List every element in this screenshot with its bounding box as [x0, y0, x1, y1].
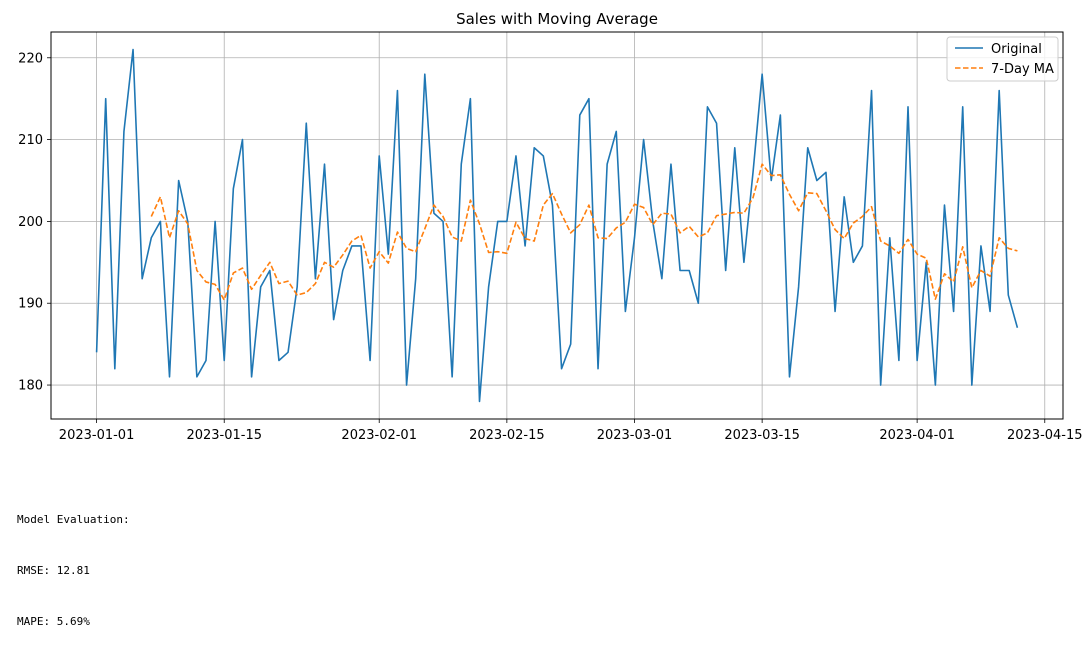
- x-tick-label: 2023-01-15: [186, 428, 262, 443]
- grid-lines: [51, 32, 1063, 419]
- mape-value: MAPE: 5.69%: [17, 615, 90, 628]
- plot-frame: [50, 31, 1064, 420]
- rmse-value: RMSE: 12.81: [17, 564, 90, 577]
- series-layer: [95, 48, 1019, 403]
- model-evaluation: Model Evaluation: RMSE: 12.81 MAPE: 5.69…: [17, 477, 130, 647]
- y-tick-label: 180: [18, 379, 43, 394]
- series-line-original: [95, 48, 1019, 403]
- x-tick-label: 2023-03-15: [724, 428, 800, 443]
- chart-title: Sales with Moving Average: [456, 10, 658, 28]
- x-axis: 2023-01-01 2023-01-15 2023-02-01 2023-02-15…: [59, 419, 1083, 443]
- y-tick-label: 200: [18, 215, 43, 230]
- x-tick-label: 2023-04-15: [1007, 428, 1083, 443]
- legend-label-original: Original: [991, 42, 1042, 57]
- x-tick-label: 2023-01-01: [59, 428, 135, 443]
- x-tick-label: 2023-03-01: [597, 428, 673, 443]
- legend-label-ma: 7-Day MA: [991, 62, 1054, 77]
- x-tick-label: 2023-04-01: [879, 428, 955, 443]
- y-tick-label: 220: [18, 51, 43, 66]
- sales-chart: Sales with Moving Average 180 190 200 210 22…: [18, 10, 1083, 443]
- legend: Original 7-Day MA: [946, 36, 1059, 82]
- evaluation-heading: Model Evaluation:: [17, 513, 130, 526]
- x-tick-label: 2023-02-01: [341, 428, 417, 443]
- y-tick-label: 190: [18, 297, 43, 312]
- series-line-moving-average: [150, 163, 1018, 301]
- y-tick-label: 210: [18, 133, 43, 148]
- x-tick-label: 2023-02-15: [469, 428, 545, 443]
- y-axis: 180 190 200 210 220: [18, 51, 51, 394]
